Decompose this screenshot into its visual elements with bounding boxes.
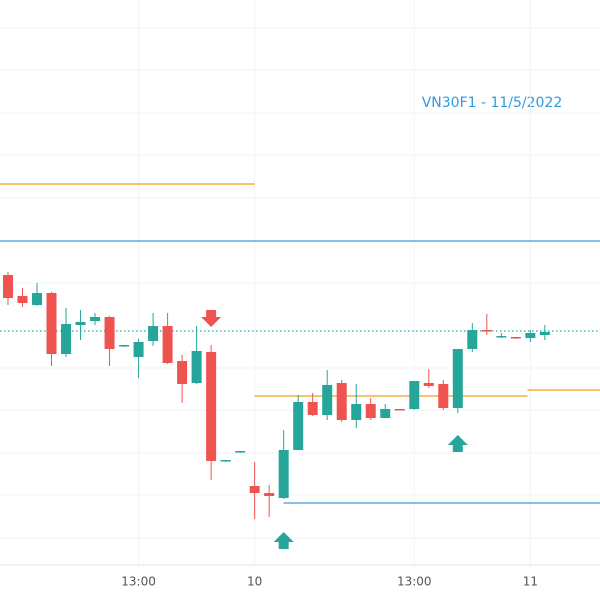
candle-body bbox=[307, 402, 318, 415]
candle-body bbox=[510, 337, 521, 339]
x-tick-label: 10 bbox=[247, 575, 262, 589]
background-grid bbox=[0, 27, 600, 539]
candle-body bbox=[351, 404, 362, 420]
candle-body bbox=[220, 460, 231, 462]
candle-body bbox=[148, 326, 159, 341]
candle-body bbox=[104, 317, 115, 349]
signal-arrow bbox=[273, 532, 294, 549]
candle-body bbox=[17, 296, 28, 303]
candle-body bbox=[423, 383, 434, 386]
candle-body bbox=[46, 293, 57, 354]
candle-body bbox=[191, 351, 202, 383]
x-tick-label: 13:00 bbox=[397, 575, 432, 589]
signal-arrow bbox=[201, 310, 222, 327]
candle-body bbox=[2, 275, 13, 298]
candle-body bbox=[467, 330, 478, 349]
candle-body bbox=[539, 332, 550, 335]
candle-body bbox=[452, 349, 463, 408]
candle-body bbox=[119, 345, 130, 347]
x-tick-label: 11 bbox=[523, 575, 538, 589]
candle-body bbox=[61, 324, 72, 354]
candle-body bbox=[336, 383, 347, 420]
candle-body bbox=[525, 333, 536, 338]
signal-arrow bbox=[447, 435, 468, 452]
candle-body bbox=[365, 404, 376, 418]
candle-body bbox=[133, 342, 144, 357]
candle-body bbox=[177, 361, 188, 384]
candle-body bbox=[409, 381, 420, 409]
candle-body bbox=[249, 486, 260, 493]
chart-title: VN30F1 - 11/5/2022 bbox=[422, 95, 563, 111]
candle-body bbox=[481, 330, 492, 332]
candle-body bbox=[293, 402, 304, 450]
candle-body bbox=[438, 384, 449, 408]
candle-body bbox=[90, 317, 101, 321]
candle-body bbox=[162, 326, 173, 363]
candle-body bbox=[264, 493, 275, 496]
candle-body bbox=[496, 336, 507, 338]
candle-body bbox=[278, 450, 289, 498]
candle-body bbox=[394, 409, 405, 411]
candle-body bbox=[75, 322, 86, 325]
x-tick-label: 13:00 bbox=[121, 575, 156, 589]
candle-body bbox=[32, 293, 43, 305]
candle-body bbox=[322, 385, 333, 415]
candle-body bbox=[380, 409, 391, 418]
candle-body bbox=[235, 451, 246, 453]
candle-body bbox=[206, 352, 217, 461]
